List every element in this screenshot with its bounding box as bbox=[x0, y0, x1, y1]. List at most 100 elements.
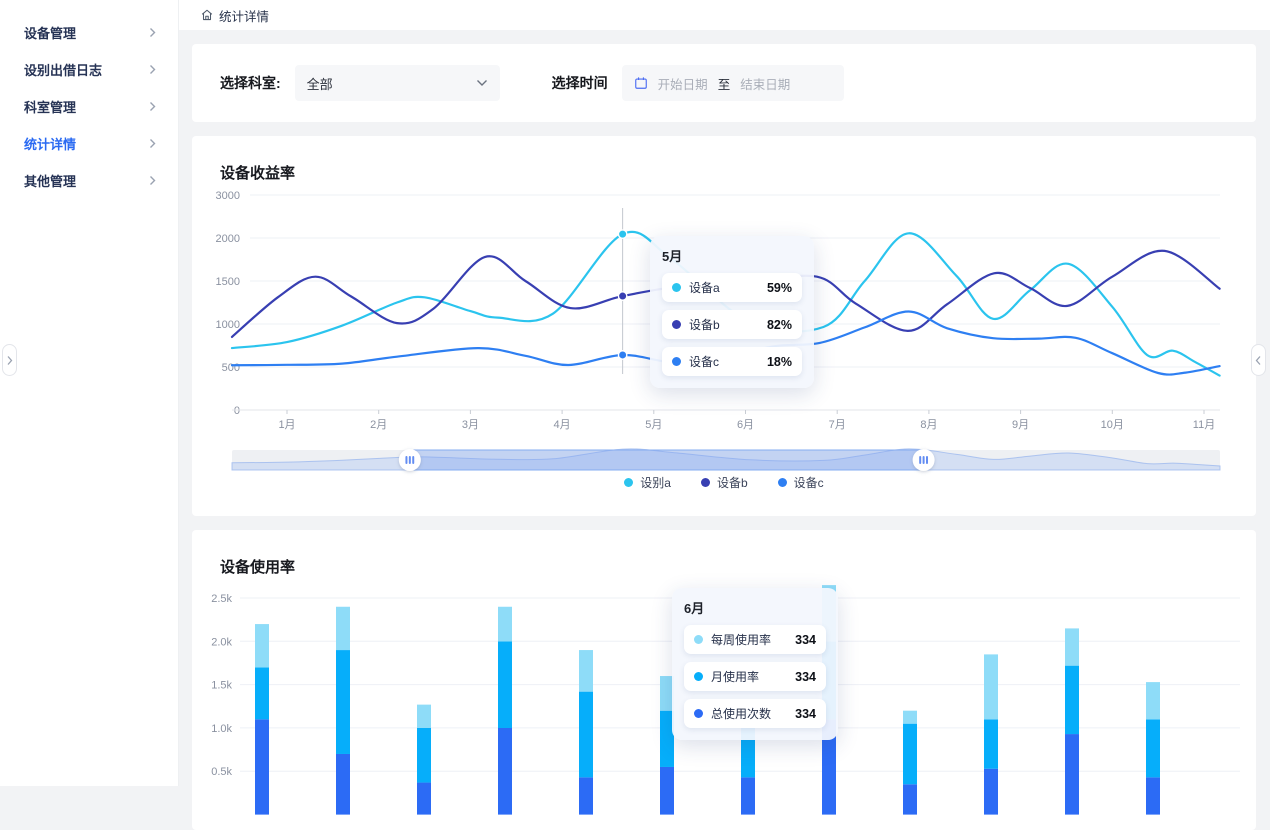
svg-text:8月: 8月 bbox=[920, 419, 937, 431]
bar-segment[interactable] bbox=[984, 768, 998, 815]
tooltip-series-value: 18% bbox=[766, 354, 792, 369]
series-b-dot-icon bbox=[672, 320, 681, 329]
bar-segment[interactable] bbox=[255, 667, 269, 720]
series-a-dot-icon bbox=[624, 478, 634, 487]
date-range-picker[interactable]: 开始日期 至 结束日期 bbox=[621, 65, 844, 101]
bar-segment[interactable] bbox=[417, 782, 431, 815]
home-icon bbox=[201, 9, 213, 21]
svg-text:2月: 2月 bbox=[370, 419, 387, 431]
sidebar-item-statistics-detail[interactable]: 统计详情 bbox=[0, 125, 178, 162]
bar-segment[interactable] bbox=[660, 766, 674, 815]
bar-segment[interactable] bbox=[336, 606, 350, 651]
tooltip-series-value: 82% bbox=[766, 317, 792, 332]
bar-segment[interactable] bbox=[1146, 719, 1160, 778]
series-c-dot-icon bbox=[777, 478, 787, 487]
svg-text:7月: 7月 bbox=[829, 419, 846, 431]
chevron-right-icon bbox=[150, 176, 156, 185]
sidebar-item-other-management[interactable]: 其他管理 bbox=[0, 162, 178, 199]
series-a-dot-icon bbox=[672, 283, 681, 292]
svg-text:2.5k: 2.5k bbox=[211, 593, 232, 605]
filter-card: 选择科室: 全部 选择时间 开始日期 至 结束日期 bbox=[192, 44, 1256, 122]
svg-text:3月: 3月 bbox=[462, 419, 479, 431]
sidebar-item-device-lend-log[interactable]: 设别出借日志 bbox=[0, 51, 178, 88]
tooltip-row: 总使用次数 334 bbox=[684, 699, 826, 728]
start-date-input[interactable]: 开始日期 bbox=[657, 77, 708, 92]
monthly-usage-dot-icon bbox=[694, 672, 703, 681]
tooltip-series-name: 设备a bbox=[689, 281, 720, 295]
tooltip-row: 月使用率 334 bbox=[684, 662, 826, 691]
tooltip-month-label: 6月 bbox=[684, 601, 705, 616]
bar-segment[interactable] bbox=[984, 654, 998, 720]
bar-segment[interactable] bbox=[903, 784, 917, 815]
bar-segment[interactable] bbox=[660, 710, 674, 767]
svg-text:5月: 5月 bbox=[645, 419, 662, 431]
time-filter-label: 选择时间 bbox=[551, 75, 608, 91]
tooltip-series-value: 59% bbox=[766, 280, 792, 295]
legend-label: 设别a bbox=[640, 476, 671, 490]
bar-segment[interactable] bbox=[1065, 734, 1079, 815]
chevron-down-icon bbox=[476, 80, 487, 86]
total-usage-dot-icon bbox=[694, 709, 703, 718]
bar-segment[interactable] bbox=[498, 606, 512, 642]
bar-segment[interactable] bbox=[498, 728, 512, 815]
svg-text:10月: 10月 bbox=[1101, 419, 1124, 431]
legend-item-series-a[interactable]: 设别a bbox=[624, 474, 671, 491]
bar-segment[interactable] bbox=[741, 777, 755, 815]
breadcrumb[interactable]: 统计详情 bbox=[200, 6, 269, 25]
usage-chart-title: 设备使用率 bbox=[220, 559, 296, 576]
usage-chart-card: 设备使用率 2.5k 2.0k 1.5k 1.0k 0.5k 6月 每周使用率 334 … bbox=[192, 530, 1256, 830]
bar-segment[interactable] bbox=[1146, 777, 1160, 815]
bar-segment[interactable] bbox=[660, 676, 674, 711]
panel-collapse-button[interactable] bbox=[1251, 344, 1266, 376]
bar-segment[interactable] bbox=[336, 753, 350, 815]
bar-segment[interactable] bbox=[1146, 682, 1160, 720]
tooltip-series-name: 总使用次数 bbox=[711, 707, 772, 721]
tooltip-month-label: 5月 bbox=[662, 249, 683, 264]
tooltip-row: 设备c 18% bbox=[662, 347, 802, 376]
bar-segment[interactable] bbox=[336, 650, 350, 754]
tooltip-series-name: 设备b bbox=[689, 318, 720, 332]
svg-text:4月: 4月 bbox=[554, 419, 571, 431]
chevron-left-icon bbox=[1255, 355, 1261, 365]
calendar-icon bbox=[634, 77, 647, 89]
usage-chart-tooltip: 6月 每周使用率 334 月使用率 334 总使用次数 334 bbox=[672, 588, 838, 740]
bar-segment[interactable] bbox=[255, 719, 269, 815]
svg-text:11月: 11月 bbox=[1193, 419, 1215, 431]
legend-label: 设备b bbox=[716, 476, 748, 490]
tooltip-series-name: 设备c bbox=[689, 355, 720, 369]
sidebar-expand-button[interactable] bbox=[2, 344, 17, 376]
sidebar-item-department-management[interactable]: 科室管理 bbox=[0, 88, 178, 125]
tooltip-series-value: 334 bbox=[795, 632, 816, 647]
svg-text:3000: 3000 bbox=[216, 190, 240, 202]
sidebar-item-label: 科室管理 bbox=[24, 100, 77, 115]
svg-text:1.5k: 1.5k bbox=[211, 680, 232, 692]
bar-segment[interactable] bbox=[417, 728, 431, 783]
bar-segment[interactable] bbox=[1065, 665, 1079, 735]
bar-segment[interactable] bbox=[1065, 628, 1079, 666]
sidebar-item-label: 设备管理 bbox=[24, 26, 77, 41]
legend-item-series-c[interactable]: 设备c bbox=[777, 474, 824, 491]
svg-text:1.0k: 1.0k bbox=[211, 723, 232, 735]
bar-segment[interactable] bbox=[984, 719, 998, 769]
legend-item-series-b[interactable]: 设备b bbox=[700, 474, 748, 491]
department-select[interactable]: 全部 bbox=[294, 65, 500, 101]
datazoom-left-handle[interactable] bbox=[398, 449, 421, 471]
bar-segment[interactable] bbox=[498, 641, 512, 728]
datazoom-right-handle[interactable] bbox=[912, 449, 935, 471]
bar-segment[interactable] bbox=[579, 650, 593, 692]
bar-segment[interactable] bbox=[579, 777, 593, 815]
chevron-right-icon bbox=[150, 28, 156, 37]
bar-segment[interactable] bbox=[255, 624, 269, 668]
sidebar-item-device-management[interactable]: 设备管理 bbox=[0, 14, 178, 51]
tooltip-row: 设备b 82% bbox=[662, 310, 802, 339]
bar-segment[interactable] bbox=[579, 691, 593, 778]
svg-text:1月: 1月 bbox=[278, 419, 295, 431]
bar-segment[interactable] bbox=[417, 704, 431, 728]
bar-segment[interactable] bbox=[903, 723, 917, 785]
bar-segment[interactable] bbox=[903, 710, 917, 724]
chevron-right-icon bbox=[7, 355, 13, 365]
svg-text:1500: 1500 bbox=[216, 276, 240, 288]
revenue-chart-card: 设备收益率 0 500 1000 1500 2000 3000 1月 2月 3月 4月 5月 6月 7月… bbox=[192, 136, 1256, 516]
end-date-input[interactable]: 结束日期 bbox=[740, 77, 791, 92]
department-select-value: 全部 bbox=[306, 76, 333, 92]
